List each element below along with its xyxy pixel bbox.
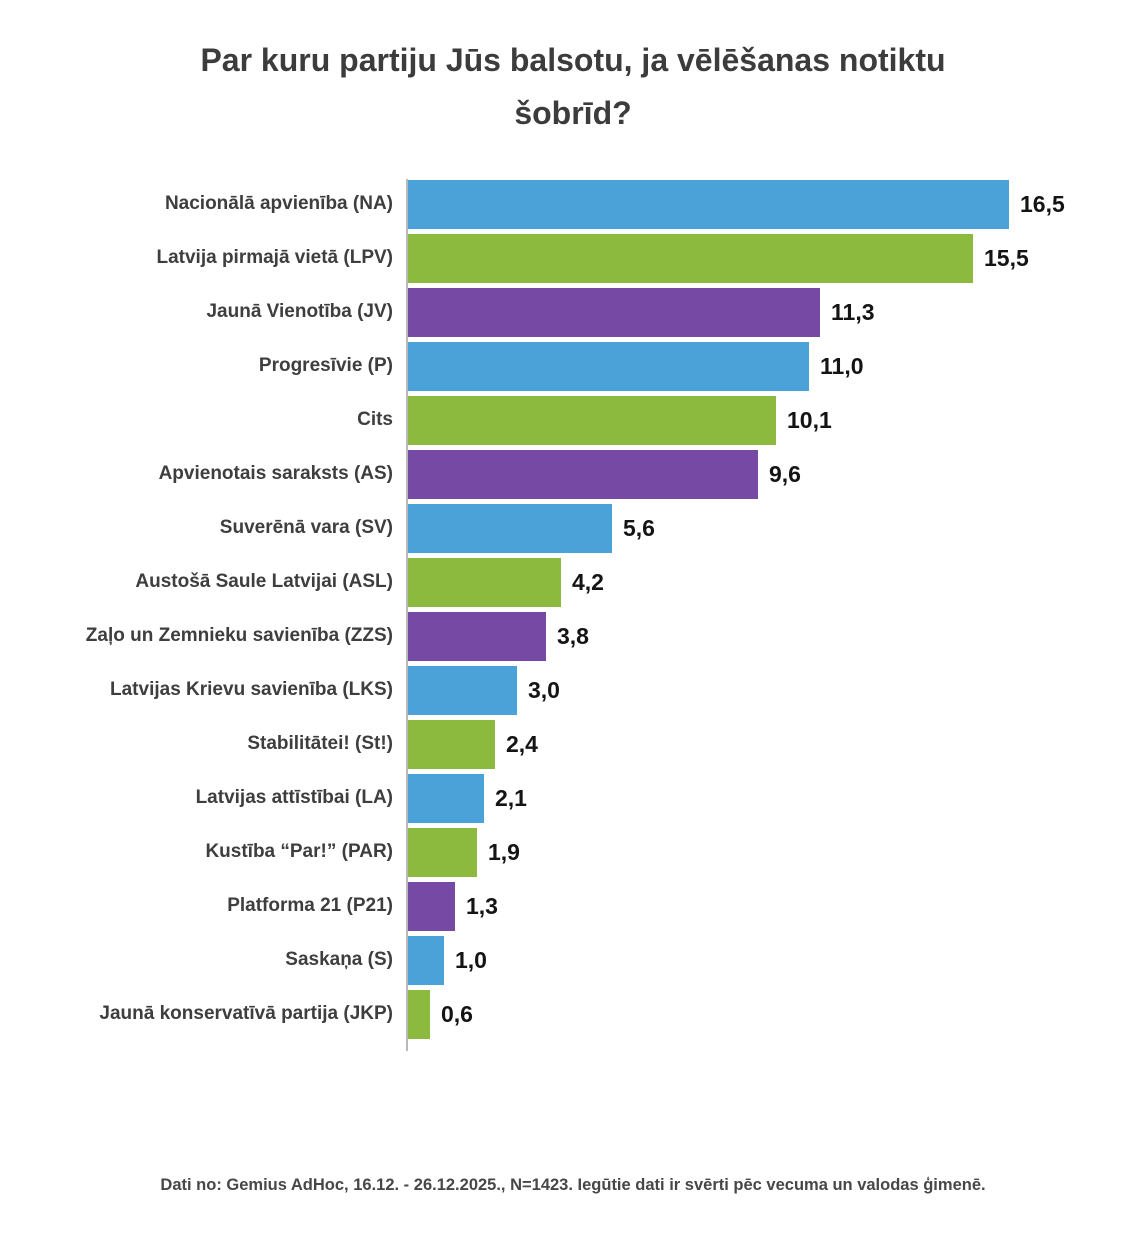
value-label: 4,2	[572, 568, 604, 595]
category-label: Saskaņa (S)	[285, 949, 393, 971]
value-label: 2,4	[506, 730, 538, 757]
value-label: 3,8	[557, 622, 589, 649]
chart-row: Latvijas attīstībai (LA) 2,1	[0, 773, 1146, 823]
chart-row: Latvija pirmajā vietā (LPV) 15,5	[0, 233, 1146, 283]
value-label: 2,1	[495, 784, 527, 811]
chart-row: Suverēnā vara (SV) 5,6	[0, 503, 1146, 553]
bar	[408, 773, 484, 823]
value-label: 1,9	[488, 838, 520, 865]
category-label: Latvijas attīstībai (LA)	[195, 787, 393, 809]
chart-row: Cits 10,1	[0, 395, 1146, 445]
chart-title: Par kuru partiju Jūs balsotu, ja vēlēšan…	[43, 34, 1103, 140]
category-label: Latvija pirmajā vietā (LPV)	[156, 247, 393, 269]
bar	[408, 719, 495, 769]
value-label: 16,5	[1020, 190, 1065, 217]
bar	[408, 395, 776, 445]
bar-chart: Nacionālā apvienība (NA) 16,5 Latvija pirm…	[0, 178, 1146, 1051]
bar	[408, 341, 809, 391]
chart-row: Progresīvie (P) 11,0	[0, 341, 1146, 391]
chart-row: Nacionālā apvienība (NA) 16,5	[0, 179, 1146, 229]
chart-row: Zaļo un Zemnieku savienība (ZZS) 3,8	[0, 611, 1146, 661]
category-label: Jaunā konservatīvā partija (JKP)	[99, 1003, 393, 1025]
chart-row: Latvijas Krievu savienība (LKS) 3,0	[0, 665, 1146, 715]
chart-row: Platforma 21 (P21) 1,3	[0, 881, 1146, 931]
chart-row: Kustība “Par!” (PAR) 1,9	[0, 827, 1146, 877]
category-label: Progresīvie (P)	[258, 355, 393, 377]
category-label: Cits	[357, 409, 393, 431]
chart-row: Apvienotais saraksts (AS) 9,6	[0, 449, 1146, 499]
chart-row: Stabilitātei! (St!) 2,4	[0, 719, 1146, 769]
bar	[408, 881, 455, 931]
chart-row: Saskaņa (S) 1,0	[0, 935, 1146, 985]
source-note: Dati no: Gemius AdHoc, 16.12. - 26.12.20…	[160, 1176, 986, 1194]
value-label: 11,0	[820, 352, 864, 379]
value-label: 10,1	[787, 406, 832, 433]
chart-title-line1: Par kuru partiju Jūs balsotu, ja vēlēšan…	[200, 42, 946, 78]
category-label: Suverēnā vara (SV)	[219, 517, 393, 539]
bar	[408, 935, 444, 985]
value-label: 5,6	[623, 514, 655, 541]
value-label: 11,3	[831, 298, 875, 325]
value-label: 1,3	[466, 892, 498, 919]
chart-row: Jaunā Vienotība (JV) 11,3	[0, 287, 1146, 337]
chart-title-line2: šobrīd?	[514, 94, 632, 131]
category-label: Zaļo un Zemnieku savienība (ZZS)	[85, 625, 393, 647]
chart-row: Austošā Saule Latvijai (ASL) 4,2	[0, 557, 1146, 607]
category-label: Latvijas Krievu savienība (LKS)	[110, 679, 393, 701]
category-label: Jaunā Vienotība (JV)	[206, 301, 393, 323]
bar	[408, 449, 758, 499]
bar	[408, 233, 973, 283]
bar	[408, 557, 561, 607]
bar-rows: Nacionālā apvienība (NA) 16,5 Latvija pirm…	[0, 179, 1146, 1039]
chart-row: Jaunā konservatīvā partija (JKP) 0,6	[0, 989, 1146, 1039]
bar	[408, 665, 517, 715]
bar	[408, 179, 1009, 229]
category-label: Stabilitātei! (St!)	[247, 733, 393, 755]
bar	[408, 287, 820, 337]
value-label: 3,0	[528, 676, 560, 703]
value-label: 9,6	[769, 460, 801, 487]
category-label: Austošā Saule Latvijai (ASL)	[135, 571, 393, 593]
value-label: 1,0	[455, 946, 487, 973]
category-label: Platforma 21 (P21)	[227, 895, 393, 917]
category-label: Nacionālā apvienība (NA)	[164, 193, 393, 215]
y-axis-line	[406, 178, 408, 1051]
value-label: 0,6	[441, 1000, 473, 1027]
bar	[408, 503, 612, 553]
value-label: 15,5	[984, 244, 1029, 271]
bar	[408, 827, 477, 877]
category-label: Kustība “Par!” (PAR)	[205, 841, 393, 863]
category-label: Apvienotais saraksts (AS)	[158, 463, 393, 485]
bar	[408, 611, 546, 661]
bar	[408, 989, 430, 1039]
